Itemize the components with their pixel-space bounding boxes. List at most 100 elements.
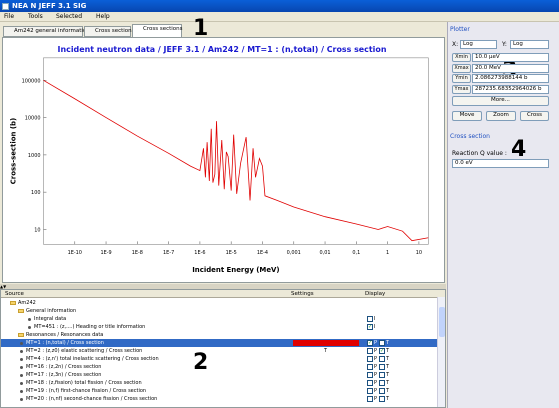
selected-row — [1, 339, 437, 347]
y-tick-label: 100 — [31, 190, 40, 196]
checkbox[interactable]: ✓ — [367, 340, 373, 346]
checkbox[interactable] — [367, 372, 373, 378]
row-label: MT=1 : (n,total) / Cross section — [26, 340, 104, 346]
plot-title: Incident neutron data / JEFF 3.1 / Am242… — [58, 45, 387, 54]
checkbox-label: T — [386, 340, 390, 346]
checkbox[interactable] — [379, 356, 385, 362]
move-button[interactable]: Move — [452, 111, 482, 121]
checkbox[interactable] — [379, 340, 385, 346]
scrollbar[interactable] — [437, 297, 445, 407]
menu-item[interactable]: File — [4, 13, 15, 20]
menu-item[interactable]: Selected — [56, 13, 83, 20]
folder-icon — [18, 309, 24, 313]
checkbox-label: T — [386, 388, 390, 394]
tab[interactable]: Cross sections — [84, 26, 135, 37]
limit-field[interactable]: 20.0 MeV — [472, 63, 549, 73]
checkbox[interactable] — [367, 316, 373, 322]
row-label: MT=2 : (z,z0) elastic scattering / Cross… — [26, 348, 143, 354]
scroll-thumb[interactable] — [439, 307, 445, 337]
checkbox-label: P — [374, 396, 378, 402]
y-axis-label: Cross-section (b) — [10, 118, 18, 184]
folder-icon — [18, 333, 24, 337]
x-axis-label: Incident Energy (MeV) — [192, 266, 279, 274]
item-icon — [20, 398, 23, 401]
checkbox[interactable] — [379, 388, 385, 394]
callout: 4 — [511, 137, 527, 162]
limit-button[interactable]: Ymin — [452, 74, 471, 83]
splitter[interactable]: ▲▼ — [0, 284, 446, 289]
more-button[interactable]: More... — [452, 96, 549, 106]
x-tick-label: 1E-7 — [163, 250, 174, 256]
menu-item[interactable]: Tools — [28, 13, 43, 20]
zoom-button[interactable]: Zoom — [486, 111, 516, 121]
checkbox[interactable] — [379, 396, 385, 402]
limit-field[interactable]: 2.086273988144 b — [472, 74, 549, 83]
y-tick-label: 100000 — [22, 78, 41, 84]
checkbox[interactable]: ✓ — [367, 324, 373, 330]
x-scale-select[interactable]: Log — [460, 40, 497, 49]
header-row — [1, 290, 445, 298]
row-label: Resonances / Resonances data — [26, 332, 104, 338]
checkbox[interactable] — [367, 364, 373, 370]
x-tick-label: 1E-8 — [132, 250, 143, 256]
limit-field[interactable]: 287235.68352964026 b — [472, 84, 549, 94]
column-header: Settings — [291, 291, 314, 297]
tab[interactable]: Am242 general information — [3, 26, 90, 37]
checkbox[interactable] — [379, 364, 385, 370]
tab-label: Cross sections — [143, 26, 183, 32]
x-tick-label: 0,01 — [320, 250, 331, 256]
checkbox[interactable] — [367, 348, 373, 354]
x-tick-label: 1E-6 — [194, 250, 205, 256]
checkbox-label: T — [386, 356, 390, 362]
y-scale-select[interactable]: Log — [510, 40, 549, 49]
checkbox-label: P — [374, 340, 378, 346]
limit-button[interactable]: Xmin — [452, 53, 471, 62]
checkbox-label: T — [386, 396, 390, 402]
checkbox-label: T — [386, 372, 390, 378]
folder-icon — [10, 301, 16, 305]
checkbox[interactable]: ✓ — [379, 348, 385, 354]
checkbox-label: P — [374, 364, 378, 370]
tab-label: Cross sections — [95, 28, 135, 34]
item-icon — [28, 326, 31, 329]
y-scale-value: Log — [513, 41, 523, 47]
item-icon — [20, 342, 23, 345]
checkbox[interactable] — [379, 372, 385, 378]
row-label: MT=451 : (z,....) Heading or title infor… — [34, 324, 146, 330]
row-label: MT=17 : (z,3n) / Cross section — [26, 372, 102, 378]
x-tick-label: 10 — [416, 250, 422, 256]
checkbox[interactable] — [367, 388, 373, 394]
limit-button[interactable]: Xmax — [452, 63, 471, 73]
checkbox-label: I — [374, 316, 376, 322]
checkbox[interactable] — [367, 380, 373, 386]
checkbox-label: I — [374, 324, 376, 330]
checkbox[interactable] — [367, 396, 373, 402]
checkbox[interactable] — [367, 356, 373, 362]
item-icon — [20, 350, 23, 353]
item-icon — [20, 366, 23, 369]
plot: Incident neutron data / JEFF 3.1 / Am242… — [2, 37, 445, 283]
x-tick-label: 0,001 — [287, 250, 301, 256]
menu-item[interactable]: Help — [96, 13, 110, 20]
row-label: MT=20 : (n,nf) second-chance fission / C… — [26, 396, 158, 402]
y-scale-label: Y: — [502, 41, 507, 48]
checkbox[interactable] — [379, 380, 385, 386]
q-value: 0.0 eV — [452, 159, 549, 168]
row-label: MT=19 : (n,f) first-chance fission / Cro… — [26, 388, 147, 394]
column-header: Source — [5, 291, 24, 297]
y-tick-label: 10000 — [25, 116, 41, 122]
limit-button[interactable]: Ymax — [452, 84, 471, 94]
tab-active[interactable]: Cross sections — [132, 24, 183, 37]
checkbox-label: T — [386, 364, 390, 370]
callout: 2 — [193, 350, 209, 375]
row-label: Am242 — [18, 300, 36, 306]
settings-color — [293, 340, 359, 346]
limit-field[interactable]: 10.0 µeV — [472, 53, 549, 62]
x-tick-label: 1E-4 — [257, 250, 268, 256]
tab-label: Am242 general information — [14, 28, 90, 34]
settings-text: T — [324, 348, 328, 354]
x-tick-label: 1E-10 — [68, 250, 82, 256]
checkbox-label: P — [374, 388, 378, 394]
cross-button[interactable]: Cross — [520, 111, 549, 121]
